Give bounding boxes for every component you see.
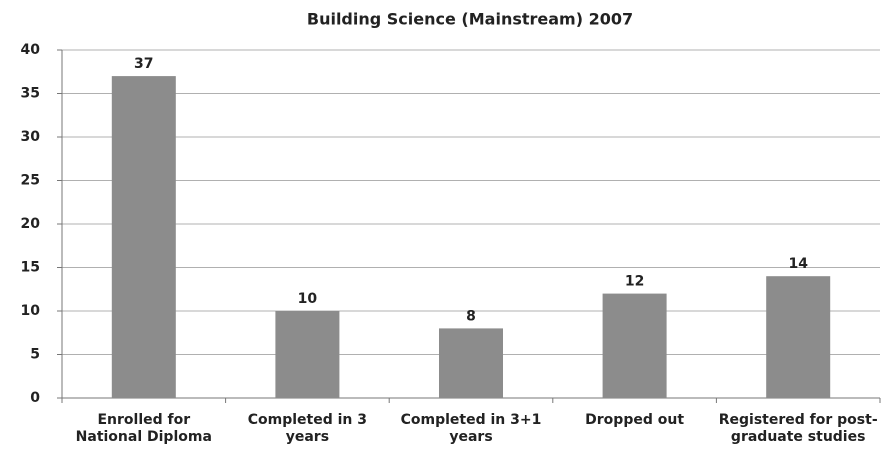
x-tick-label: Completed in 3 years <box>247 412 368 445</box>
y-tick-label: 5 <box>30 347 40 363</box>
y-tick-label: 35 <box>21 86 40 102</box>
bar <box>766 276 831 398</box>
y-tick-label: 30 <box>21 129 41 145</box>
y-tick-label: 25 <box>21 173 40 189</box>
bar <box>439 328 503 398</box>
value-label: 37 <box>134 56 153 72</box>
bar <box>111 76 176 398</box>
x-tick-label: Dropped out <box>585 412 685 428</box>
y-tick-label: 20 <box>21 216 41 232</box>
y-tick-label: 40 <box>21 42 41 58</box>
value-label: 10 <box>298 291 318 307</box>
chart-title: Building Science (Mainstream) 2007 <box>307 10 633 29</box>
bar <box>275 311 340 398</box>
y-tick-label: 15 <box>21 260 40 276</box>
value-label: 14 <box>788 256 808 272</box>
y-tick-label: 0 <box>30 390 40 406</box>
value-label: 8 <box>466 308 476 324</box>
x-tick-label: Completed in 3+1 years <box>400 412 542 445</box>
bar <box>602 293 667 398</box>
x-tick-label: Enrolled for National Diploma <box>75 412 212 445</box>
x-tick-label: Registered for post-graduate studies <box>718 412 878 445</box>
value-label: 12 <box>625 274 644 290</box>
y-tick-label: 10 <box>21 303 41 319</box>
